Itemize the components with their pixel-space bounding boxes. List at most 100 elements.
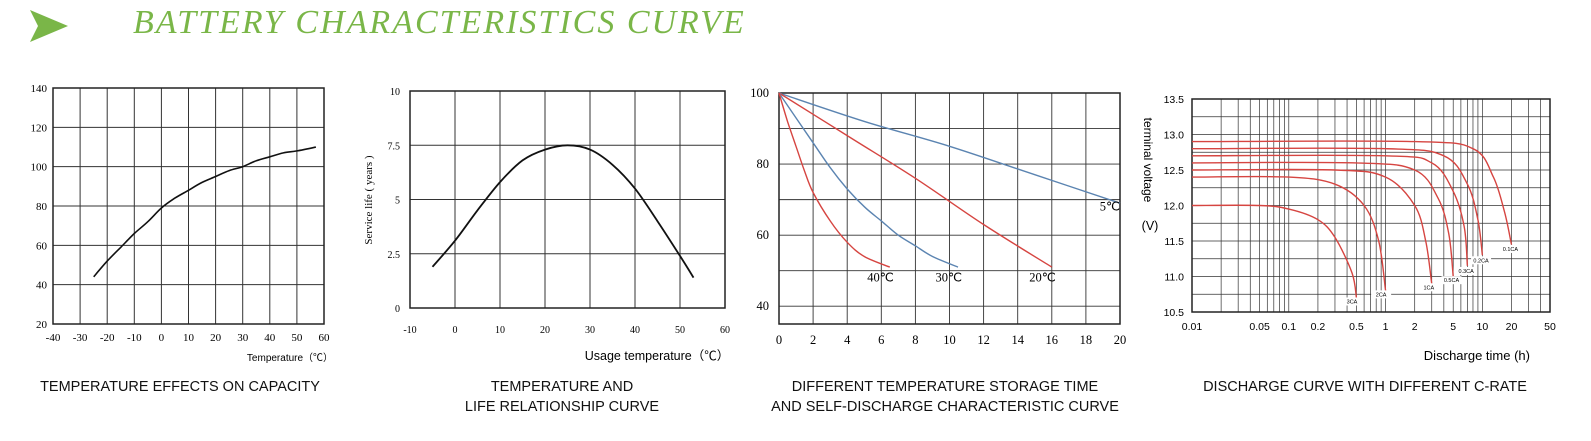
y-tick-label: 13.5 [1164,94,1185,106]
x-tick-label: 10 [1477,321,1489,333]
x-tick-label: 20 [540,325,550,336]
annotation-bg [1342,297,1363,306]
series-line [93,146,317,278]
x-tick-label: 5 [1450,321,1456,333]
y-tick-label: 60 [757,228,770,242]
series-line [1191,140,1513,245]
chart-caption-capacity: TEMPERATURE EFFECTS ON CAPACITY [0,377,360,397]
series-annotation: 5℃ [1100,199,1120,213]
page-title: BATTERY CHARACTERISTICS CURVE [133,4,746,41]
y-tick-label: 13.0 [1164,130,1185,142]
series-annotation: 2CA [1376,292,1387,298]
caption-line: DIFFERENT TEMPERATURE STORAGE TIME [791,379,1099,395]
header-banner: BATTERY CHARACTERISTICS CURVE [0,0,1591,60]
plot-frame [778,92,1121,325]
x-tick-label: 20 [210,332,222,344]
annotation-bg [1371,290,1392,299]
x-tick-label: 10 [943,333,956,347]
series-annotation: 0.1CA [1503,247,1519,253]
series-annotation: 20℃ [1029,270,1056,284]
x-tick-label: 16 [1046,333,1059,347]
x-tick-label: 18 [1080,333,1093,347]
y-axis-label: Service life ( years ) [363,155,375,245]
series-line [1191,161,1454,277]
x-tick-label: 2 [1412,321,1418,333]
y-tick-label: 7.5 [388,141,401,152]
series-line [1191,154,1469,266]
y-tick-label: 10.5 [1164,307,1185,319]
x-tick-label: 30 [237,332,249,344]
y-tick-label: 140 [31,83,48,95]
y-tick-label: 100 [750,86,769,100]
x-tick-label: -30 [73,332,88,344]
series-line [1191,175,1387,291]
caption-line: DISCHARGE CURVE WITH DIFFERENT C-RATE [1203,379,1527,395]
x-tick-label: 1 [1383,321,1389,333]
x-axis-label: Discharge time (h) [1424,348,1530,363]
y-tick-label: 20 [36,319,48,331]
series-line [778,92,959,268]
series-annotation: 3CA [1347,299,1358,305]
x-tick-label: 6 [878,333,884,347]
annotation-bg [1441,276,1462,285]
annotation-bg [1456,266,1477,275]
x-axis-label: Temperature（℃） [247,352,333,364]
x-axis-label: Usage temperature（℃） [585,349,730,363]
x-tick-label: 14 [1011,333,1024,347]
x-tick-label: 0.01 [1182,321,1203,333]
chart-capacity: -40 -30 -20 -10 0 10 20 30 40 50 60 20 40 60 80 100 120 1… [31,83,334,364]
series-line [778,92,891,268]
x-tick-label: 50 [675,325,685,336]
x-tick-label: 0 [159,332,165,344]
y-axis-label: terminal voltage [1141,118,1155,203]
y-tick-label: 12.5 [1164,165,1185,177]
x-tick-label: 4 [844,333,851,347]
annotation-bg [1500,244,1521,253]
chart-caption-life: TEMPERATURE AND LIFE RELATIONSHIP CURVE [352,377,772,417]
series-annotation: 0.3CA [1458,269,1474,275]
series-line [1191,168,1433,284]
series-annotation: 30℃ [935,270,962,284]
caption-line: TEMPERATURE EFFECTS ON CAPACITY [40,379,320,395]
x-tick-label: -10 [403,325,416,336]
y-tick-label: 80 [36,201,48,213]
series-line [1191,204,1358,298]
x-tick-label: 40 [264,332,276,344]
x-tick-label: 8 [912,333,918,347]
y-axis-unit: (V) [1142,219,1159,233]
x-tick-label: 0.1 [1281,321,1296,333]
x-tick-label: 20 [1114,333,1127,347]
x-tick-label: 50 [1544,321,1556,333]
plot-frame [409,90,726,309]
x-tick-label: 40 [630,325,640,336]
annotation-bg [1471,256,1492,265]
arrow-right-icon [30,10,68,42]
x-tick-label: 50 [291,332,303,344]
series-line [778,92,1053,268]
x-tick-label: 2 [810,333,816,347]
series-annotation: 0.5CA [1444,278,1460,284]
chart-caption-storage: DIFFERENT TEMPERATURE STORAGE TIME AND S… [745,377,1145,417]
caption-line: AND SELF-DISCHARGE CHARACTERISTIC CURVE [771,399,1119,415]
x-tick-label: -40 [46,332,61,344]
plot-frame [52,87,325,325]
x-tick-label: 0.2 [1311,321,1326,333]
x-tick-label: 0 [453,325,458,336]
y-tick-label: 0 [395,304,400,315]
plot-grid [409,90,726,309]
x-tick-label: 0 [776,333,782,347]
y-tick-label: 40 [36,280,48,292]
caption-line: TEMPERATURE AND [490,379,634,395]
y-tick-label: 11.5 [1164,236,1184,248]
chart-storage: 0 2 4 6 8 10 12 14 16 18 20 40 60 80 100 5℃ 20℃ 30℃ 40℃ [750,86,1127,347]
x-tick-label: 12 [977,333,990,347]
series-annotation: 1CA [1423,285,1434,291]
x-tick-label: 0.05 [1249,321,1270,333]
chart-discharge: 0.01 0.05 0.1 0.2 0.5 1 2 5 10 20 50 10.5 11.0 11.5 12… [1141,94,1556,363]
plot-grid [778,92,1121,324]
y-tick-label: 80 [757,157,770,171]
y-tick-label: 11.0 [1164,272,1184,284]
plot-grid [52,87,325,325]
x-tick-label: 10 [183,332,195,344]
y-tick-label: 10 [390,87,400,98]
